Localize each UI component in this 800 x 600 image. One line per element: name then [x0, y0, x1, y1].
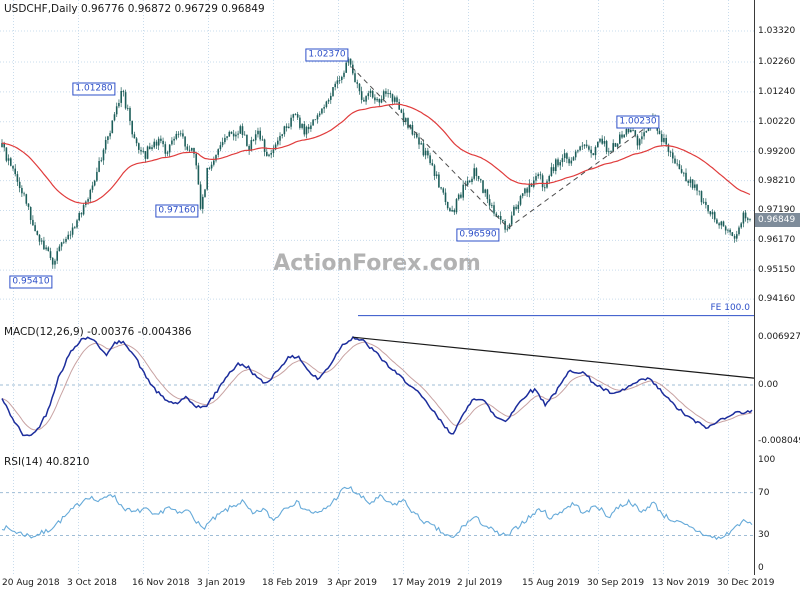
rsi-chart-canvas[interactable] — [0, 453, 754, 574]
axis-tick-label: 1.03320 — [758, 26, 796, 37]
date-tick-label: 16 Nov 2018 — [132, 578, 190, 588]
date-tick-label: 18 Feb 2019 — [262, 578, 319, 588]
axis-tick-label: 100 — [758, 455, 776, 466]
current-price-tag: 0.96849 — [755, 213, 800, 228]
pivot-price-label: 0.96590 — [456, 228, 500, 242]
axis-divider — [754, 0, 755, 575]
pivot-price-label: 1.01280 — [72, 82, 116, 96]
axis-tick-label: 0.006927 — [758, 332, 800, 342]
chart-title: USDCHF,Daily 0.96776 0.96872 0.96729 0.9… — [4, 3, 265, 15]
axis-tick-label: 70 — [758, 487, 770, 498]
macd-title: MACD(12,26,9) -0.00376 -0.004386 — [4, 326, 192, 338]
axis-tick-label: 0 — [758, 562, 764, 573]
date-tick-label: 13 Nov 2019 — [652, 578, 710, 588]
date-tick-label: 15 Aug 2019 — [522, 578, 580, 588]
axis-tick-label: 1.01240 — [758, 86, 796, 97]
axis-tick-label: 0.99200 — [758, 146, 796, 157]
date-tick-label: 3 Apr 2019 — [327, 578, 377, 588]
axis-tick-label: 1.02260 — [758, 57, 796, 68]
date-tick-label: 30 Dec 2019 — [717, 578, 775, 588]
rsi-panel: RSI(14) 40.8210 — [0, 453, 800, 576]
date-tick-label: 30 Sep 2019 — [587, 578, 645, 588]
axis-tick-label: 0.96170 — [758, 235, 796, 246]
pivot-price-label: 0.97160 — [155, 204, 199, 218]
axis-tick-label: 30 — [758, 530, 770, 541]
macd-chart-canvas[interactable] — [0, 323, 754, 452]
watermark: ActionForex.com — [273, 251, 481, 276]
date-tick-label: 2 Jul 2019 — [457, 578, 503, 588]
time-axis: 20 Aug 2018 3 Oct 2018 16 Nov 2018 3 Jan 20… — [0, 575, 800, 600]
axis-tick-label: 0.94160 — [758, 294, 796, 305]
price-panel: ActionForex.com USDCHF,Daily 0.96776 0.9… — [0, 0, 800, 324]
date-tick-label: 17 May 2019 — [392, 578, 451, 588]
fib-extension-label: FE 100.0 — [710, 302, 751, 313]
axis-tick-label: 0.97190 — [758, 205, 796, 216]
pivot-price-label: 1.02370 — [305, 48, 349, 62]
axis-tick-label: 0.00 — [758, 380, 779, 390]
date-tick-label: 3 Oct 2018 — [67, 578, 117, 588]
date-tick-label: 20 Aug 2018 — [2, 578, 60, 588]
rsi-title: RSI(14) 40.8210 — [4, 456, 90, 468]
price-axis: 1.03320 1.02260 1.01240 1.00220 0.99200 0.982… — [755, 0, 800, 575]
axis-tick-label: 0.98210 — [758, 175, 796, 186]
price-chart-canvas[interactable] — [0, 0, 754, 322]
axis-tick-label: 1.00220 — [758, 116, 796, 127]
pivot-price-label: 1.00230 — [616, 115, 660, 129]
pivot-price-label: 0.95410 — [9, 275, 53, 289]
date-tick-label: 3 Jan 2019 — [197, 578, 246, 588]
axis-tick-label: -0.008049 — [758, 435, 800, 446]
macd-panel: MACD(12,26,9) -0.00376 -0.004386 — [0, 323, 800, 454]
axis-tick-label: 0.95150 — [758, 265, 796, 276]
